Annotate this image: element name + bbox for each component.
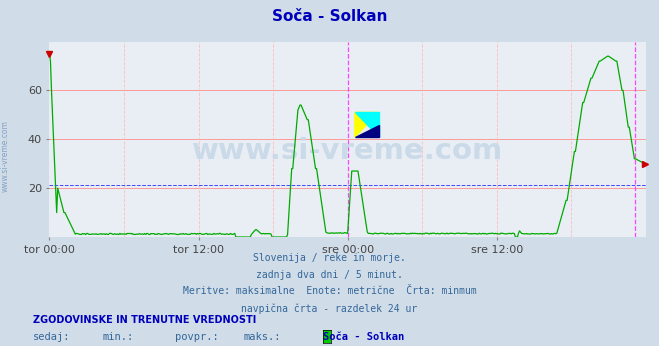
- Text: Soča - Solkan: Soča - Solkan: [272, 9, 387, 24]
- Text: Slovenija / reke in morje.: Slovenija / reke in morje.: [253, 253, 406, 263]
- Text: zadnja dva dni / 5 minut.: zadnja dva dni / 5 minut.: [256, 270, 403, 280]
- Text: Soča - Solkan: Soča - Solkan: [323, 332, 404, 342]
- Text: www.si-vreme.com: www.si-vreme.com: [192, 137, 503, 165]
- Text: sedaj:: sedaj:: [33, 332, 71, 342]
- Text: min.:: min.:: [102, 332, 133, 342]
- Polygon shape: [355, 112, 379, 137]
- Text: povpr.:: povpr.:: [175, 332, 218, 342]
- Polygon shape: [355, 112, 379, 137]
- Text: maks.:: maks.:: [244, 332, 281, 342]
- Text: www.si-vreme.com: www.si-vreme.com: [1, 120, 10, 192]
- Text: navpična črta - razdelek 24 ur: navpična črta - razdelek 24 ur: [241, 303, 418, 313]
- Polygon shape: [355, 125, 379, 137]
- Text: ZGODOVINSKE IN TRENUTNE VREDNOSTI: ZGODOVINSKE IN TRENUTNE VREDNOSTI: [33, 315, 256, 325]
- Text: Meritve: maksimalne  Enote: metrične  Črta: minmum: Meritve: maksimalne Enote: metrične Črta…: [183, 286, 476, 297]
